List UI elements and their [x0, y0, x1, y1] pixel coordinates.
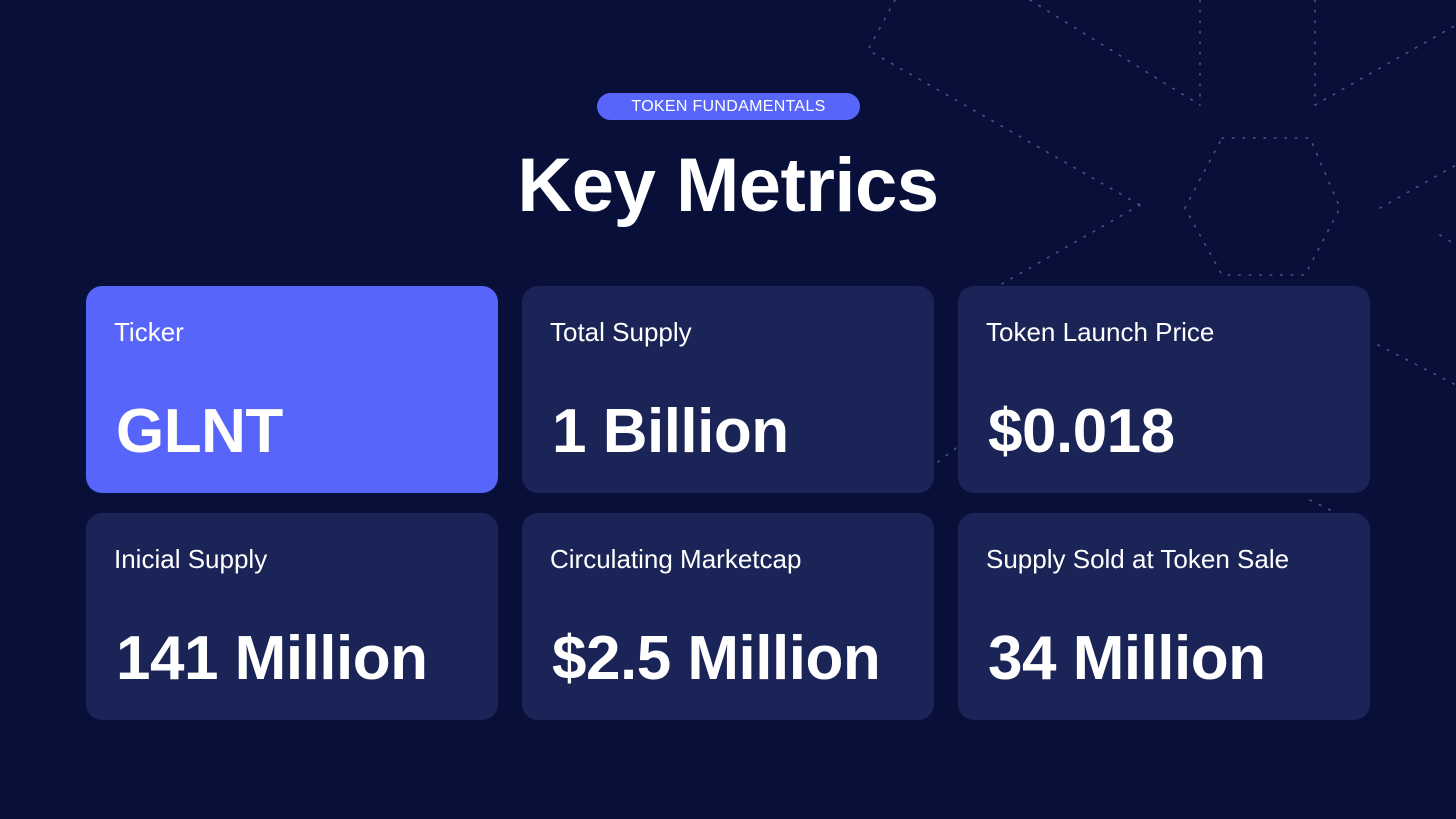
metric-card-supply-sold: Supply Sold at Token Sale 34 Million: [958, 513, 1370, 720]
metrics-grid: Ticker GLNT Total Supply 1 Billion Token…: [86, 286, 1370, 720]
metric-value: 1 Billion: [552, 397, 789, 466]
metric-label: Supply Sold at Token Sale: [986, 544, 1290, 574]
metric-card-initial-supply: Inicial Supply 141 Million: [86, 513, 498, 720]
metric-card-total-supply: Total Supply 1 Billion: [522, 286, 934, 493]
metric-label: Total Supply: [550, 317, 692, 347]
metric-label: Circulating Marketcap: [550, 544, 802, 574]
metric-card-ticker: Ticker GLNT: [86, 286, 498, 493]
metric-card-circulating-marketcap: Circulating Marketcap $2.5 Million: [522, 513, 934, 720]
metric-value: 141 Million: [116, 624, 428, 693]
metric-value: GLNT: [116, 397, 283, 466]
metric-label: Token Launch Price: [986, 317, 1215, 347]
metric-value: $0.018: [988, 397, 1175, 466]
metric-label: Ticker: [114, 317, 184, 347]
metric-label: Inicial Supply: [114, 544, 268, 574]
metric-value: $2.5 Million: [552, 624, 881, 693]
page-title: Key Metrics: [517, 143, 939, 228]
section-badge: TOKEN FUNDAMENTALS: [597, 93, 860, 120]
metric-value: 34 Million: [988, 624, 1266, 693]
metric-card-launch-price: Token Launch Price $0.018: [958, 286, 1370, 493]
